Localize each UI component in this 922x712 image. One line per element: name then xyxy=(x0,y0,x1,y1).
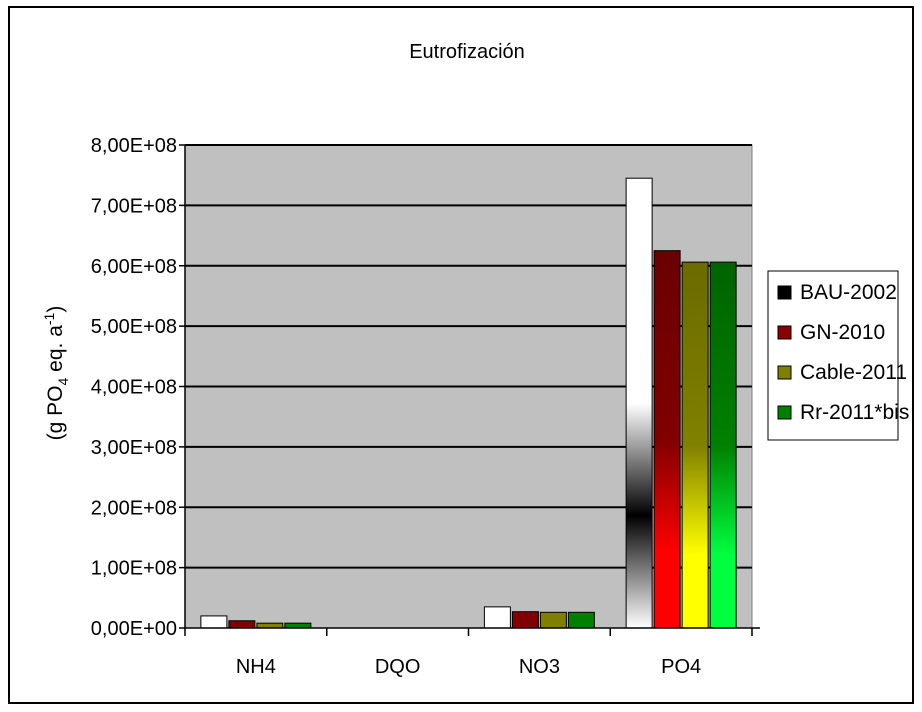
chart-title: Eutrofización xyxy=(409,41,525,63)
x-tick-label: DQO xyxy=(375,656,421,678)
bar-bau-2002-no3 xyxy=(483,606,511,629)
bar-gn-2010-po4 xyxy=(653,250,681,629)
y-tick-label: 2,00E+08 xyxy=(91,497,177,519)
legend-swatch xyxy=(777,365,792,380)
chart-canvas: Eutrofización 0,00E+00 1,00E+08 2,00E+08 3,… xyxy=(41,41,909,678)
bar-rr-2011-bis-no3 xyxy=(567,611,595,629)
y-tick-label: 8,00E+08 xyxy=(91,135,177,157)
bar-gn-2010-no3 xyxy=(511,611,539,629)
legend-swatch xyxy=(777,285,792,300)
y-tick-label: 3,00E+08 xyxy=(91,437,177,459)
y-tick-label: 5,00E+08 xyxy=(91,316,177,338)
bar-gn-2010-nh4 xyxy=(228,620,256,629)
legend-label: Rr-2011*bis xyxy=(800,401,909,424)
y-tick-label: 1,00E+08 xyxy=(91,558,177,580)
legend: BAU-2002 GN-2010 Cable-2011 Rr-2011*bis xyxy=(767,270,909,441)
x-tick-label: NO3 xyxy=(519,656,560,678)
axes-group: 0,00E+00 1,00E+08 2,00E+08 3,00E+08 4,00E+08… xyxy=(91,135,760,678)
y-axis-label: (g PO4 eq. a-1) xyxy=(41,306,71,441)
bar-cable-2011-po4 xyxy=(681,261,709,629)
legend-swatch xyxy=(777,325,792,340)
y-tick-label: 7,00E+08 xyxy=(91,195,177,217)
chart-frame: Eutrofización 0,00E+00 1,00E+08 2,00E+08 3,… xyxy=(8,6,914,704)
legend-label: BAU-2002 xyxy=(800,281,897,304)
bar-bau-2002-nh4 xyxy=(200,615,228,629)
y-tick-label: 0,00E+00 xyxy=(91,618,177,640)
x-tick-label: PO4 xyxy=(661,656,701,678)
x-tick-label: NH4 xyxy=(236,656,276,678)
bars-group xyxy=(200,177,737,629)
y-tick-label: 4,00E+08 xyxy=(91,377,177,399)
y-tick-label: 6,00E+08 xyxy=(91,256,177,278)
legend-label: Cable-2011 xyxy=(800,361,907,384)
bar-rr-2011-bis-po4 xyxy=(709,261,737,629)
legend-label: GN-2010 xyxy=(800,321,885,344)
legend-swatch xyxy=(777,405,792,420)
bar-bau-2002-po4 xyxy=(625,177,653,629)
bar-cable-2011-no3 xyxy=(539,611,567,629)
